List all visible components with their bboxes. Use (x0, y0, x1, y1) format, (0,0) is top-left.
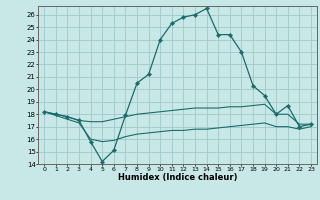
X-axis label: Humidex (Indice chaleur): Humidex (Indice chaleur) (118, 173, 237, 182)
